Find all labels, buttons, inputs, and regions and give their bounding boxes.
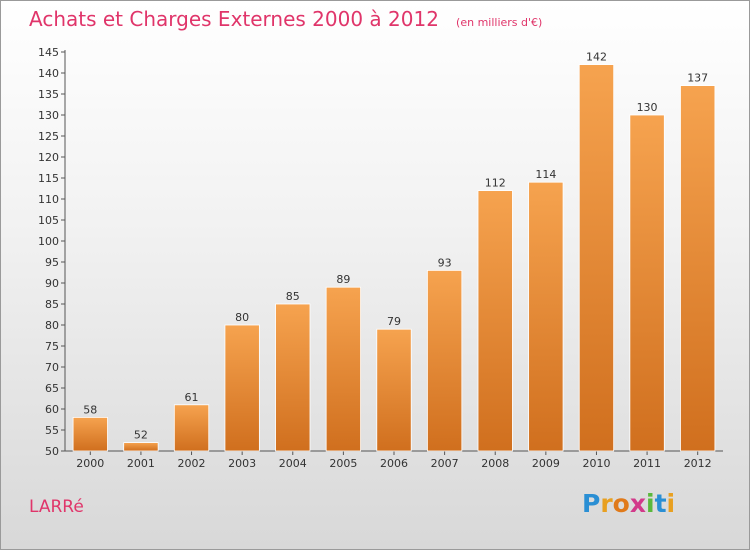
- x-tick-label: 2006: [380, 457, 408, 470]
- bar-value-label: 142: [586, 51, 607, 64]
- bar-value-label: 89: [336, 273, 350, 286]
- bar-value-label: 79: [387, 315, 401, 328]
- y-tick-label: 140: [38, 67, 59, 80]
- y-tick-label: 115: [38, 172, 59, 185]
- bar-value-label: 112: [485, 177, 506, 190]
- logo-letter: t: [654, 489, 667, 518]
- y-tick-label: 90: [45, 277, 59, 290]
- bar: [376, 328, 412, 452]
- y-tick-label: 85: [45, 298, 59, 311]
- y-tick-label: 65: [45, 382, 59, 395]
- x-tick-label: 2007: [431, 457, 459, 470]
- bar: [427, 269, 463, 452]
- y-tick-label: 70: [45, 361, 59, 374]
- bar-value-label: 137: [687, 72, 708, 85]
- x-tick-label: 2010: [582, 457, 610, 470]
- y-tick-label: 145: [38, 46, 59, 59]
- x-tick-label: 2011: [633, 457, 661, 470]
- logo-letter: r: [600, 489, 613, 518]
- bar: [325, 286, 361, 452]
- bar: [123, 442, 159, 452]
- x-tick-label: 2001: [127, 457, 155, 470]
- commune-name: LARRé: [29, 497, 84, 517]
- proxiti-logo: Proxiti: [582, 489, 675, 518]
- y-axis: 50 55 60 65 70 75 80 85 90 95 100 105 110 115 120 125 13…: [38, 46, 66, 458]
- bar: [528, 181, 564, 452]
- title-row: Achats et Charges Externes 2000 à 2012 (…: [29, 7, 542, 31]
- y-tick-label: 120: [38, 151, 59, 164]
- bar: [72, 416, 108, 452]
- y-tick-label: 110: [38, 193, 59, 206]
- y-tick-label: 105: [38, 214, 59, 227]
- y-tick-label: 55: [45, 424, 59, 437]
- y-tick-label: 75: [45, 340, 59, 353]
- bar-value-label: 130: [637, 101, 658, 114]
- bar-value-label: 80: [235, 311, 249, 324]
- logo-letter: i: [666, 489, 676, 518]
- bar-value-label: 85: [286, 290, 300, 303]
- y-tick-label: 130: [38, 109, 59, 122]
- bar-value-label: 52: [134, 429, 148, 442]
- chart-title: Achats et Charges Externes 2000 à 2012: [29, 7, 439, 31]
- logo-letter: i: [646, 489, 655, 518]
- x-tick-label: 2003: [228, 457, 256, 470]
- y-tick-label: 95: [45, 256, 59, 269]
- y-tick-label: 100: [38, 235, 59, 248]
- bar: [275, 303, 311, 452]
- logo-letter: o: [612, 489, 630, 518]
- x-tick-label: 2005: [329, 457, 357, 470]
- y-tick-label: 60: [45, 403, 59, 416]
- bars: 58 52 61 80 85 89 79 93 112 114 142 130 137: [72, 51, 716, 452]
- bar-value-label: 114: [535, 168, 556, 181]
- bar-value-label: 93: [438, 256, 452, 269]
- bar: [477, 190, 513, 452]
- bar: [224, 324, 260, 452]
- y-tick-label: 80: [45, 319, 59, 332]
- bar: [173, 404, 210, 452]
- bar-value-label: 61: [185, 391, 199, 404]
- y-tick-label: 135: [38, 88, 59, 101]
- logo-letter: P: [582, 489, 601, 518]
- chart-subtitle: (en milliers d'€): [456, 16, 543, 29]
- x-tick-label: 2012: [684, 457, 712, 470]
- logo-letter: x: [629, 489, 646, 518]
- x-tick-label: 2008: [481, 457, 509, 470]
- x-tick-label: 2002: [178, 457, 206, 470]
- bar: [629, 114, 665, 452]
- x-axis: 2000 2001 2002 2003 2004 2005 2006 2007 2008 2009…: [65, 450, 723, 470]
- bar: [680, 85, 716, 452]
- x-tick-label: 2000: [76, 457, 104, 470]
- x-tick-label: 2004: [279, 457, 307, 470]
- bar: [578, 64, 615, 452]
- x-tick-label: 2009: [532, 457, 560, 470]
- y-tick-label: 125: [38, 130, 59, 143]
- y-tick-label: 50: [45, 445, 59, 458]
- bar-value-label: 58: [83, 403, 97, 416]
